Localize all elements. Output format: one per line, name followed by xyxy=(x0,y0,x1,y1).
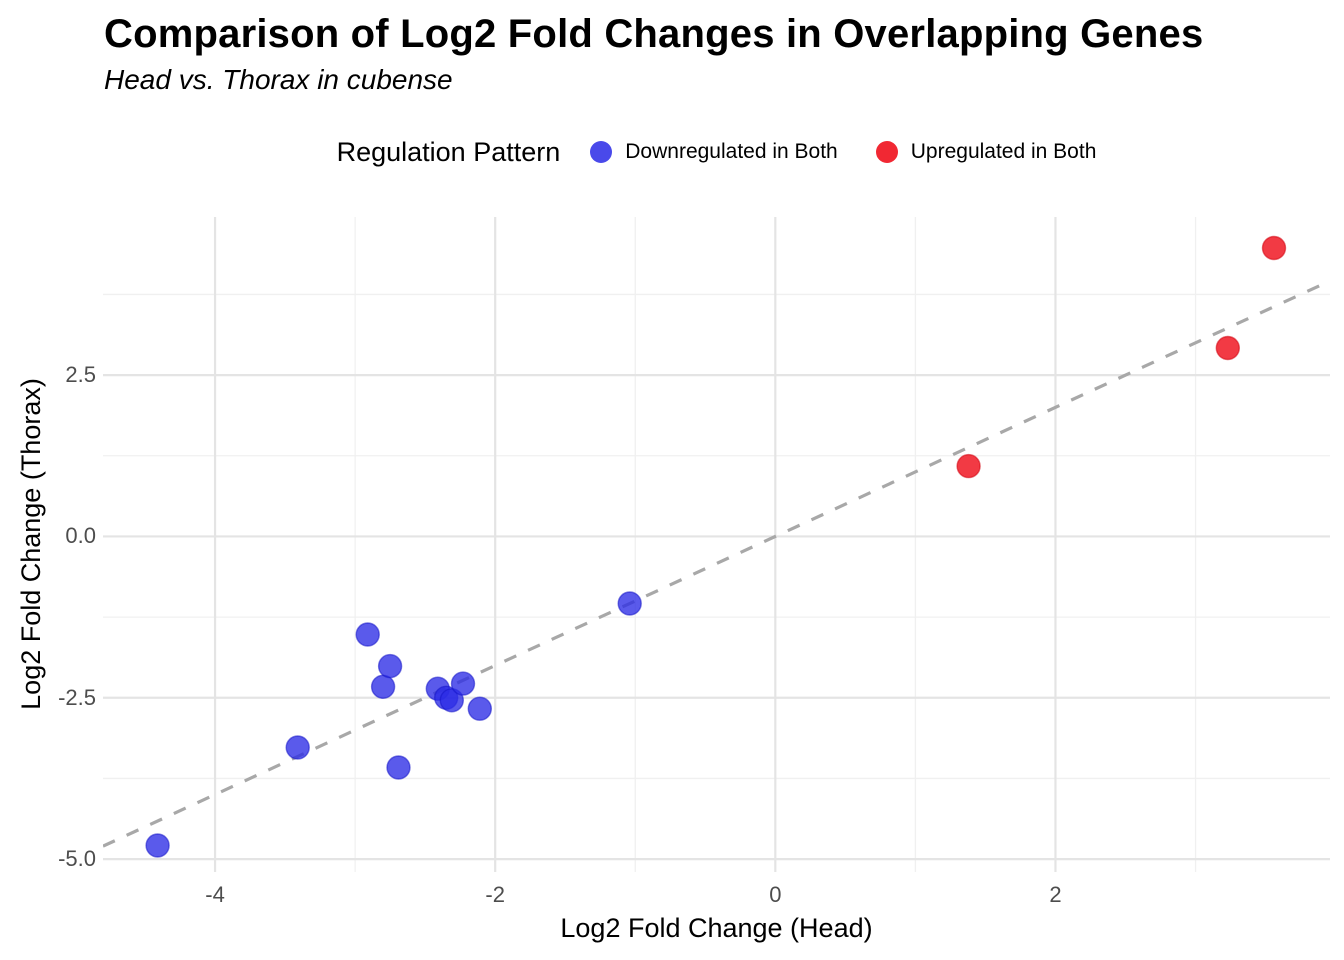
chart-subtitle: Head vs. Thorax in cubense xyxy=(104,64,453,95)
data-point-downregulated xyxy=(386,755,411,780)
x-tick-label: -2 xyxy=(485,882,505,907)
data-point-downregulated xyxy=(285,735,310,760)
y-tick-label: 0.0 xyxy=(65,523,96,549)
data-point-downregulated xyxy=(617,591,642,616)
data-point-downregulated xyxy=(439,688,464,713)
data-point-downregulated xyxy=(370,674,396,699)
x-tick-label: -4 xyxy=(205,882,225,907)
legend-item-upregulated: Upregulated in Both xyxy=(875,140,1097,164)
data-point-downregulated xyxy=(450,671,476,696)
data-point-upregulated xyxy=(956,453,981,479)
legend-dot-upregulated xyxy=(875,141,898,163)
legend-item-downregulated: Downregulated in Both xyxy=(590,140,838,164)
legend-title: Regulation Pattern xyxy=(336,136,561,167)
data-point-downregulated xyxy=(355,622,380,647)
plot-panel xyxy=(103,217,1330,872)
legend-label: Upregulated in Both xyxy=(910,140,1097,163)
y-axis-title: Log2 Fold Change (Thorax) xyxy=(16,378,46,710)
y-tick-label: 2.5 xyxy=(65,362,96,388)
data-point-upregulated xyxy=(1215,335,1241,361)
data-point-upregulated xyxy=(1261,235,1287,261)
legend-label: Downregulated in Both xyxy=(625,140,838,163)
y-tick-label: -2.5 xyxy=(58,684,96,710)
identity-reference-line xyxy=(103,279,1330,848)
data-point-downregulated xyxy=(145,833,170,858)
data-point-downregulated xyxy=(377,653,403,679)
legend: Regulation Pattern Downregulated in Both… xyxy=(103,128,1330,176)
legend-items: Downregulated in Both Upregulated in Both xyxy=(590,140,1096,164)
x-tick-label: 2 xyxy=(1049,882,1062,907)
plot-area-svg xyxy=(103,217,1330,872)
x-tick-label: 0 xyxy=(769,882,782,907)
x-axis-title: Log2 Fold Change (Head) xyxy=(560,913,873,943)
data-point-downregulated xyxy=(467,696,492,721)
y-tick-label: -5.0 xyxy=(58,846,96,872)
legend-dot-downregulated xyxy=(590,141,613,163)
chart-title: Comparison of Log2 Fold Changes in Overl… xyxy=(104,12,1204,56)
